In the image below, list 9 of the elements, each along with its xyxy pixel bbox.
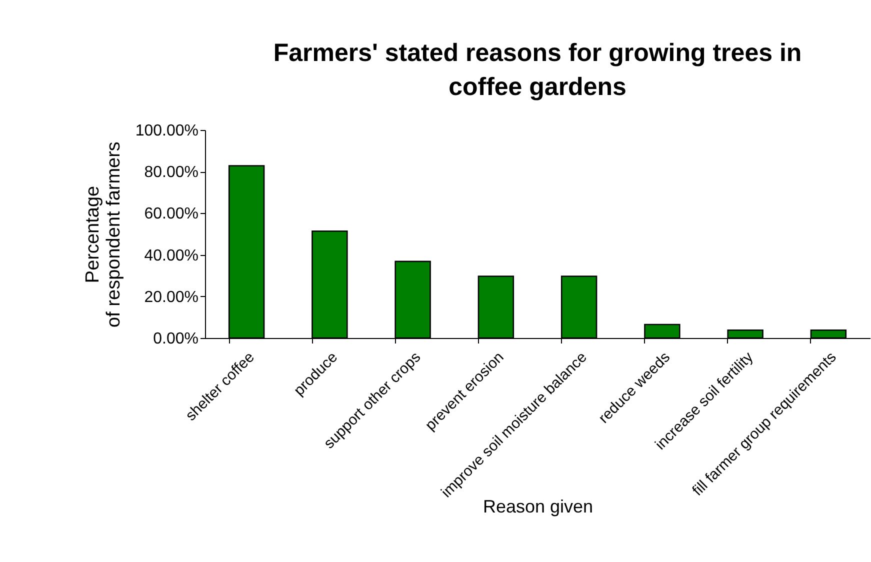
x-axis-title: Reason given [482, 496, 594, 516]
y-tick-label: 40.00% [144, 247, 198, 264]
y-tick-label: 60.00% [144, 206, 198, 223]
y-axis-title: Percentage of respondent farmers [82, 142, 124, 328]
y-tick-label: 100.00% [135, 122, 198, 140]
chart-title: Farmers' stated reasons for growing trees in coffee gardens [273, 39, 802, 101]
y-tick-label: 0.00% [153, 330, 198, 348]
y-tick-label: 80.00% [144, 164, 198, 182]
y-tick-label: 20.00% [144, 288, 198, 306]
